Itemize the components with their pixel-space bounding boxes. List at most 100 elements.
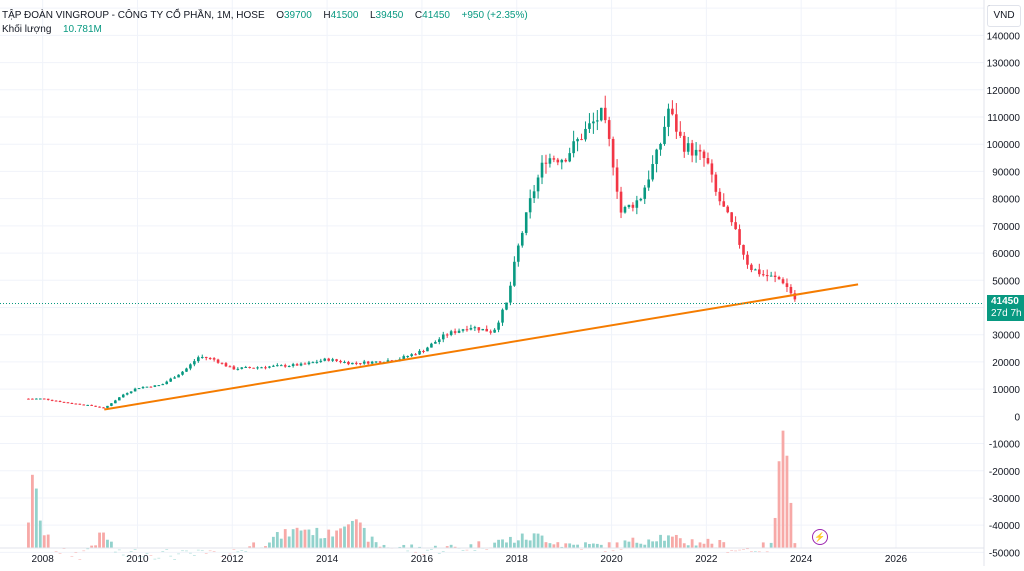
volume-bar [426,549,429,551]
volume-bar [591,543,595,548]
y-tick-label: 90000 [992,167,1020,178]
volume-bar [647,539,651,548]
volume-bar [422,554,425,555]
volume-bar [46,534,50,548]
y-tick-label: -30000 [989,494,1021,505]
candle-body [185,368,188,372]
volume-bar [54,551,58,552]
candle-body [339,360,342,363]
volume-bar [192,555,196,556]
volume-bar [70,555,74,557]
volume-bar [141,556,145,558]
volume-bar [121,554,125,556]
candle-body [78,403,82,405]
candle-body [714,174,718,192]
volume-bar [220,556,224,558]
candle-body [457,330,461,333]
volume-bar [200,550,204,552]
y-tick-label: 100000 [987,140,1021,151]
volume-bar [370,536,374,548]
candle-body [220,362,224,364]
volume-bar [185,550,188,552]
candle-body [702,151,706,159]
lightning-icon[interactable]: ⚡ [812,529,828,545]
candle-body [208,358,212,360]
candle-body [303,363,307,365]
close-value: 41450 [422,10,450,21]
candle-body [66,402,70,404]
candle-body [754,269,757,271]
candle-body [675,114,678,132]
y-tick-label: 80000 [992,195,1020,206]
volume-bar [611,550,615,552]
volume-bar [129,551,133,552]
candle-body [426,347,429,352]
volume-bar [303,529,307,548]
candle-body [141,387,145,389]
candle-body [438,339,441,342]
volume-bar [161,551,165,552]
volume-bar [477,541,481,548]
candle-body [319,360,323,362]
candle-body [295,364,299,366]
volume-bar [730,549,734,551]
candle-body [260,367,263,369]
volume-bar [663,540,666,548]
volume-bar [639,543,643,548]
volume-bar [42,535,46,548]
volume-bar [619,549,623,550]
candle-body [556,159,560,163]
volume-bar [485,549,489,550]
volume-bar [291,529,295,548]
grid-lines [0,0,984,553]
volume-bar [667,535,670,548]
candle-body [678,131,682,136]
candle-body [307,362,311,365]
volume-bar [82,550,86,552]
volume-bar [350,520,354,548]
y-tick-label: 30000 [992,331,1020,342]
volume-bar [698,542,702,548]
volume-bar [311,535,315,548]
candle-body [181,371,184,375]
volume-bar [149,555,153,556]
candle-body [690,143,694,156]
volume-bar [520,533,524,548]
symbol-title: TẬP ĐOÀN VINGROUP - CÔNG TY CỔ PHẦN, 1M,… [2,10,265,21]
candle-body [718,191,722,202]
candle-body [607,120,611,139]
volume-bar [319,538,323,548]
volume-bar [102,532,105,548]
candle-body [761,274,765,276]
candle-body [228,366,232,368]
volume-bar [327,529,331,548]
volume-bar [268,542,271,548]
volume-bar [58,553,62,554]
candle-body [639,198,643,201]
candle-body [232,366,236,370]
volume-bar [106,539,109,548]
volume-bar [113,551,117,553]
candle-body [461,329,465,331]
volume-bar [576,544,579,548]
volume-bar [240,550,244,551]
candle-body [564,159,568,162]
candle-body [663,126,666,144]
volume-bar [445,546,449,548]
volume-bar [584,542,587,548]
candle-body [655,149,658,165]
volume-bar [366,541,370,548]
candle-body [694,149,698,156]
currency-button[interactable]: VND [987,5,1021,27]
volume-bar [773,517,777,548]
volume-bar [651,541,655,548]
candle-body [647,179,650,188]
bar-countdown: 27d 7h [991,308,1022,319]
volume-bar [528,540,532,548]
volume-bar [603,551,607,552]
candle-body [370,361,374,364]
candle-body [27,398,30,400]
candle-body [204,356,208,359]
